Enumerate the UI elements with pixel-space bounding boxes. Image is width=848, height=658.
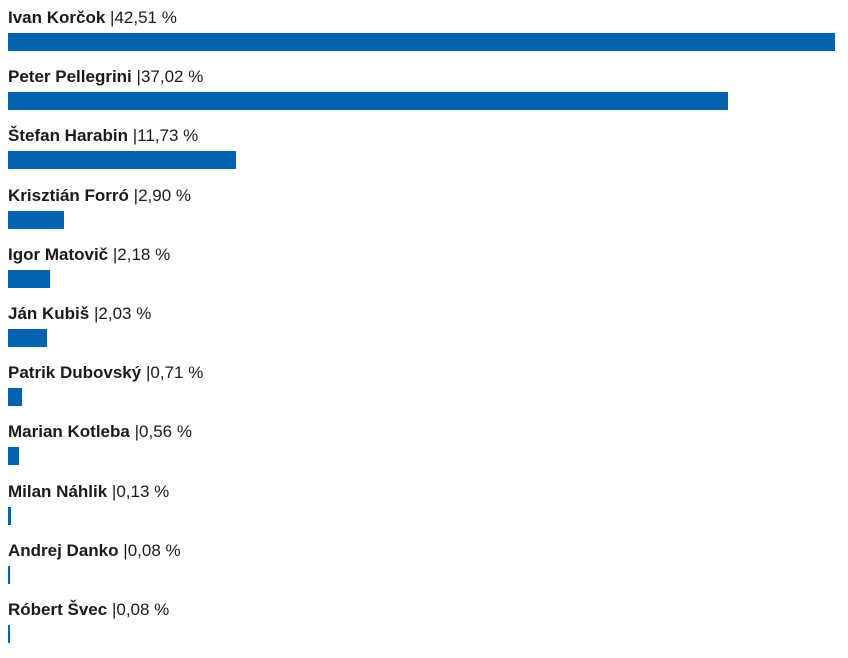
bar (8, 151, 237, 170)
label-separator: | (133, 185, 139, 205)
bar-label: Ivan Korčok |42,51 % (8, 7, 177, 29)
label-separator: | (134, 422, 140, 442)
label-separator: | (145, 363, 151, 383)
candidate-name: Róbert Švec (8, 600, 108, 619)
label-separator: | (111, 481, 117, 501)
label-separator: | (136, 67, 141, 87)
label-separator: | (132, 126, 138, 146)
bar-row: Milan Náhlik |0,13 % (8, 475, 838, 530)
bar-row: Andrej Danko |0,08 % (8, 534, 838, 589)
candidate-name: Milan Náhlik (8, 481, 108, 501)
candidate-name: Peter Pellegrini (8, 67, 132, 87)
data-label: 0,08 % (116, 600, 170, 619)
bar-row: Igor Matovič |2,18 % (8, 238, 838, 293)
bar-row: Marian Kotleba |0,56 % (8, 415, 838, 470)
candidate-name: Patrik Dubovský (8, 363, 142, 383)
bar-label: Peter Pellegrini |37,02 % (8, 66, 203, 88)
data-label: 0,13 % (116, 481, 170, 501)
candidate-name: Marian Kotleba (8, 422, 130, 442)
bar-label: Marian Kotleba |0,56 % (8, 421, 192, 443)
bar-label: Patrik Dubovský |0,71 % (8, 362, 203, 384)
bar-track (8, 269, 835, 288)
bar (8, 565, 10, 584)
bar-row: Patrik Dubovský |0,71 % (8, 356, 838, 411)
bar-label: Andrej Danko |0,08 % (8, 540, 181, 562)
bar-track (8, 151, 835, 170)
bar-track (8, 92, 835, 111)
data-label: 0,56 % (139, 422, 192, 442)
bar-row: Štefan Harabin |11,73 % (8, 119, 838, 174)
label-separator: | (123, 540, 128, 560)
bar (8, 210, 65, 229)
bar-label: Štefan Harabin |11,73 % (8, 125, 198, 147)
bar-label: Igor Matovič |2,18 % (8, 244, 170, 266)
bar (8, 269, 51, 288)
bar-label: Ján Kubiš |2,03 % (8, 303, 151, 325)
candidate-name: Andrej Danko (8, 540, 119, 560)
bar (8, 92, 729, 111)
label-separator: | (111, 600, 117, 619)
bar-track (8, 33, 835, 51)
bar-track (8, 565, 835, 584)
bar (8, 329, 48, 347)
data-label: 2,90 % (138, 185, 191, 205)
data-label: 42,51 % (114, 8, 177, 27)
data-label: 2,03 % (98, 304, 152, 323)
bar (8, 33, 835, 51)
data-label: 2,18 % (117, 244, 171, 264)
bar (8, 388, 22, 407)
bar (8, 625, 10, 643)
label-separator: | (110, 8, 115, 27)
candidate-name: Štefan Harabin (8, 126, 128, 146)
data-label: 11,73 % (137, 126, 199, 146)
candidate-name: Ján Kubiš (8, 304, 90, 323)
label-separator: | (112, 244, 118, 264)
bar (8, 506, 11, 525)
data-label: 37,02 % (140, 67, 204, 87)
bar-row: Ján Kubiš |2,03 % (8, 297, 838, 352)
bar (8, 447, 19, 466)
bar-track (8, 447, 835, 466)
bar-track (8, 329, 835, 347)
bar-track (8, 388, 835, 407)
data-label: 0,08 % (127, 540, 181, 560)
bar-track (8, 506, 835, 525)
bar-label: Krisztián Forró |2,90 % (8, 185, 191, 207)
data-label: 0,71 % (150, 363, 204, 383)
bar-row: Ivan Korčok |42,51 % (8, 1, 838, 56)
bar-row: Róbert Švec |0,08 % (8, 593, 838, 648)
bar-label: Milan Náhlik |0,13 % (8, 481, 169, 503)
candidate-name: Igor Matovič (8, 244, 109, 264)
bar-track (8, 210, 835, 229)
bar-label: Róbert Švec |0,08 % (8, 599, 169, 621)
bar-row: Peter Pellegrini |37,02 % (8, 60, 838, 115)
candidate-name: Krisztián Forró (8, 185, 129, 205)
bar-track (8, 625, 835, 643)
bar-row: Krisztián Forró |2,90 % (8, 179, 838, 234)
candidate-name: Ivan Korčok (8, 8, 106, 27)
label-separator: | (93, 304, 99, 323)
